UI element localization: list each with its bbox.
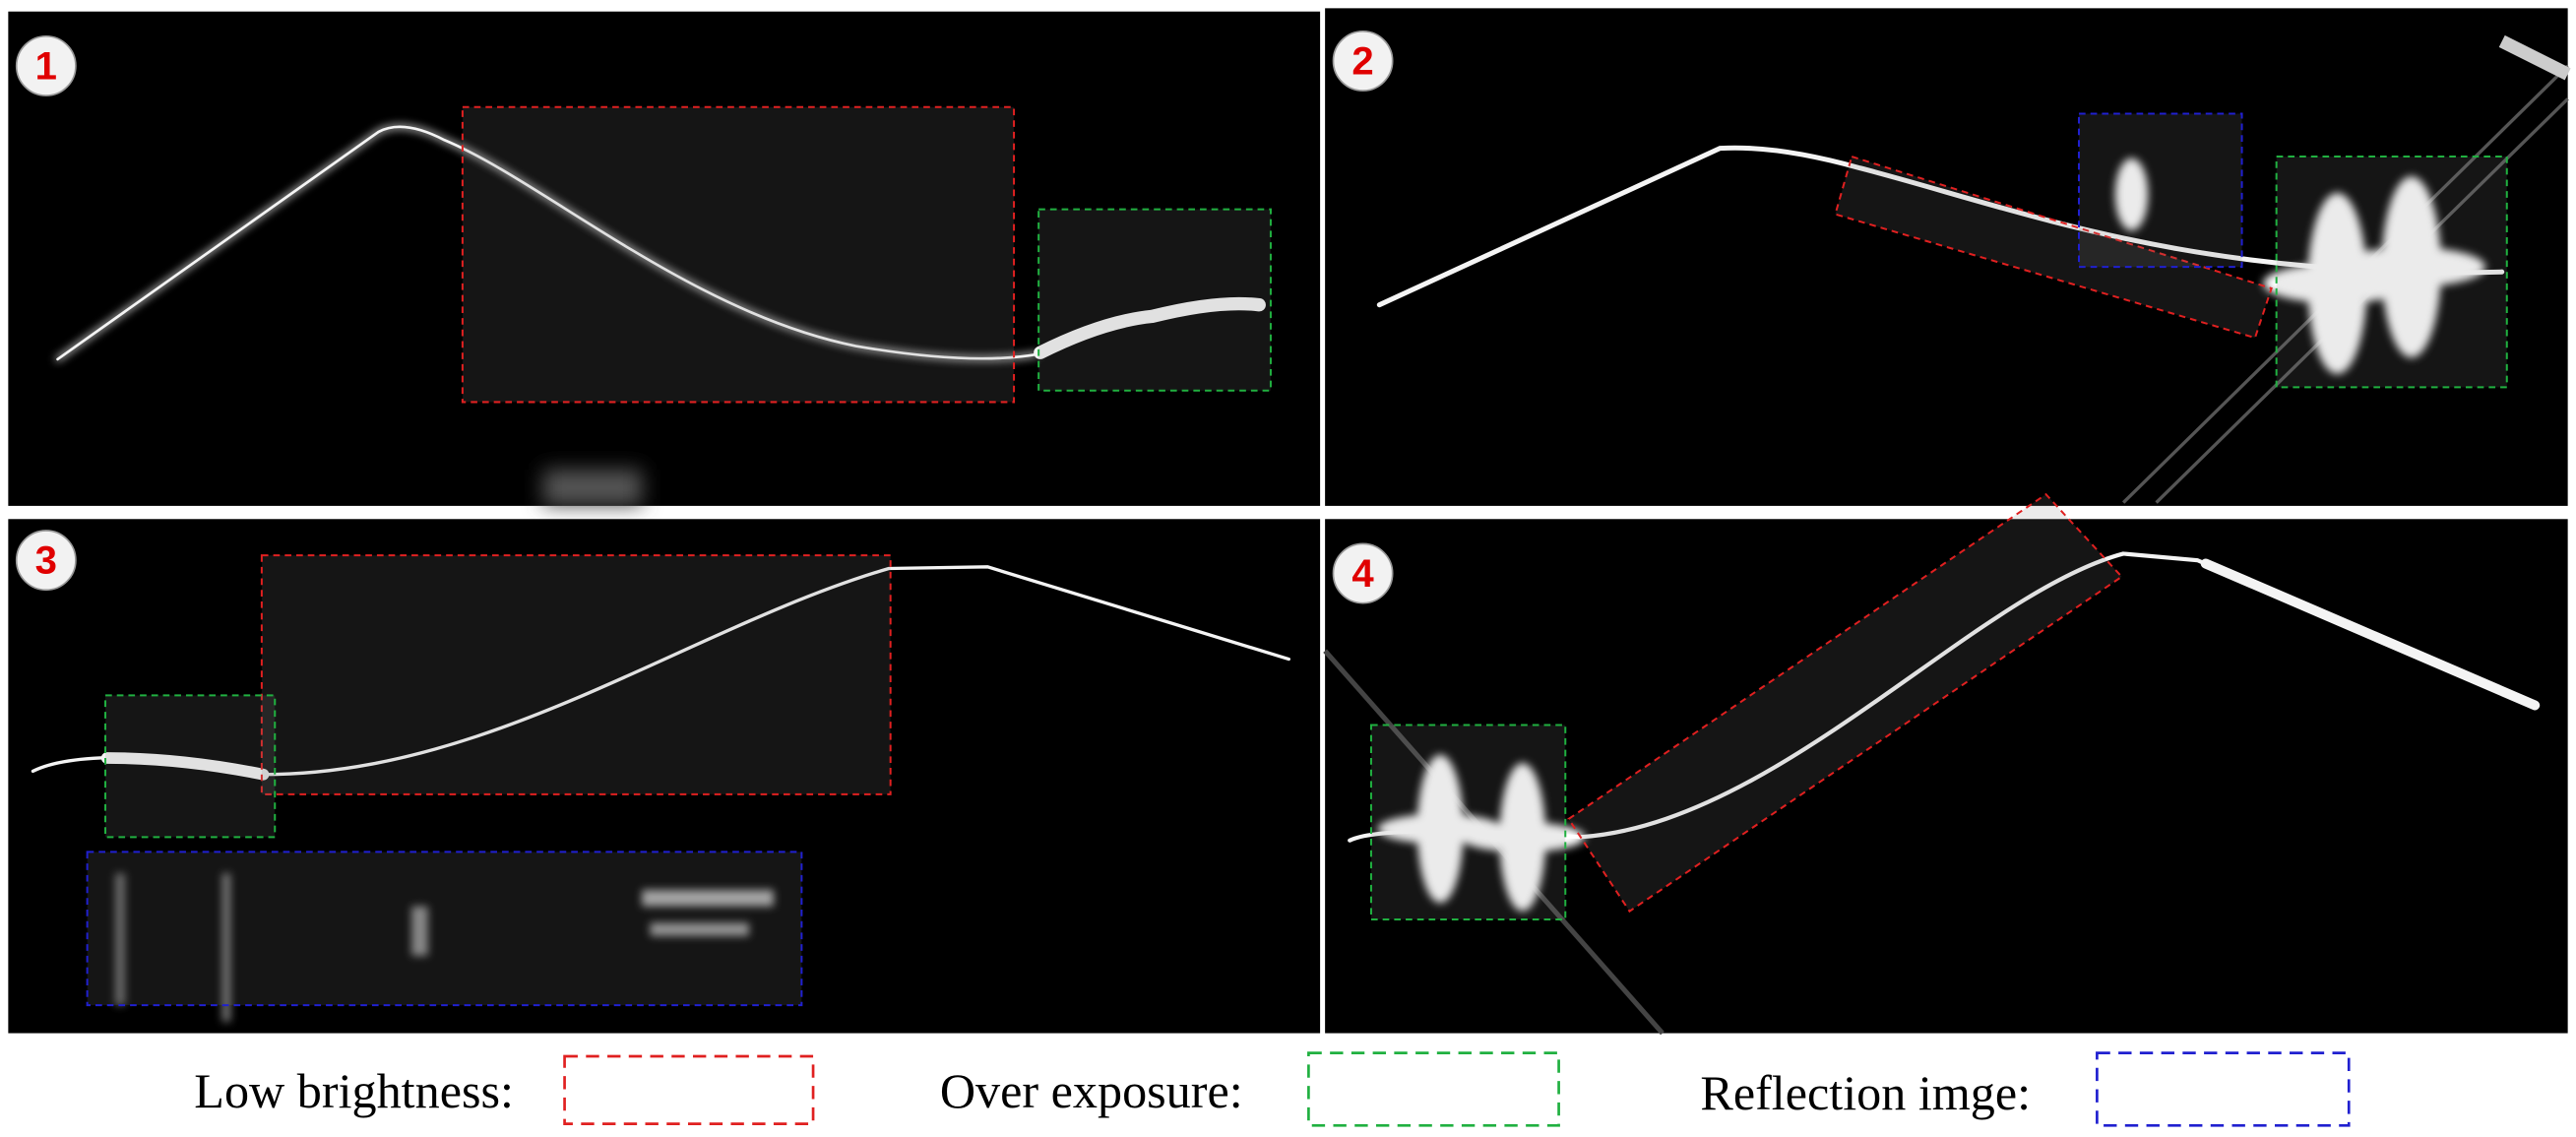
panel-number: 3 [35, 538, 57, 583]
fiber [56, 125, 1038, 361]
flare [2263, 176, 2486, 374]
fiber-bright [100, 752, 270, 781]
fiber-bright [1034, 296, 1266, 359]
panel-4: 4 [1323, 492, 2568, 1036]
legend-label: Low brightness: [194, 1063, 514, 1118]
panel-2: 2 [1325, 8, 2571, 506]
fiber-bright [2200, 558, 2541, 711]
legend-swatch [563, 1054, 815, 1125]
artifact [542, 470, 643, 506]
reflection-box [86, 851, 803, 1007]
legend-swatch [2096, 1051, 2351, 1127]
legend-label: Over exposure: [940, 1063, 1243, 1118]
badge [1332, 30, 1394, 92]
low-brightness-box [1567, 492, 2123, 914]
over-exposure-box [1369, 724, 1567, 921]
panel-number: 2 [1351, 38, 1373, 83]
fiber [1376, 145, 2505, 308]
panel-3: 3 [8, 519, 1321, 1034]
flare [1377, 754, 1586, 912]
low-brightness-box [461, 105, 1016, 404]
reflection-spot [2114, 158, 2149, 231]
badge [15, 34, 77, 96]
reflection-box [2077, 112, 2243, 269]
badge [1332, 542, 1394, 604]
low-brightness-box [260, 554, 892, 795]
panel-number: 1 [35, 43, 57, 88]
over-exposure-box [2275, 156, 2508, 389]
reflection-spots [115, 873, 774, 1022]
legend-label: Reflection imge: [1700, 1065, 2031, 1120]
panel-1: 1 [8, 11, 1321, 506]
legend: Low brightness: Over exposure: Reflectio… [194, 1051, 2351, 1127]
badge [15, 530, 77, 592]
panel-number: 4 [1351, 551, 1374, 596]
legend-swatch [1307, 1051, 1560, 1127]
over-exposure-box [1037, 208, 1272, 392]
fiber-end [2498, 34, 2571, 81]
over-exposure-box [104, 694, 277, 839]
panel-background [8, 11, 1321, 506]
low-brightness-box [1834, 155, 2273, 340]
